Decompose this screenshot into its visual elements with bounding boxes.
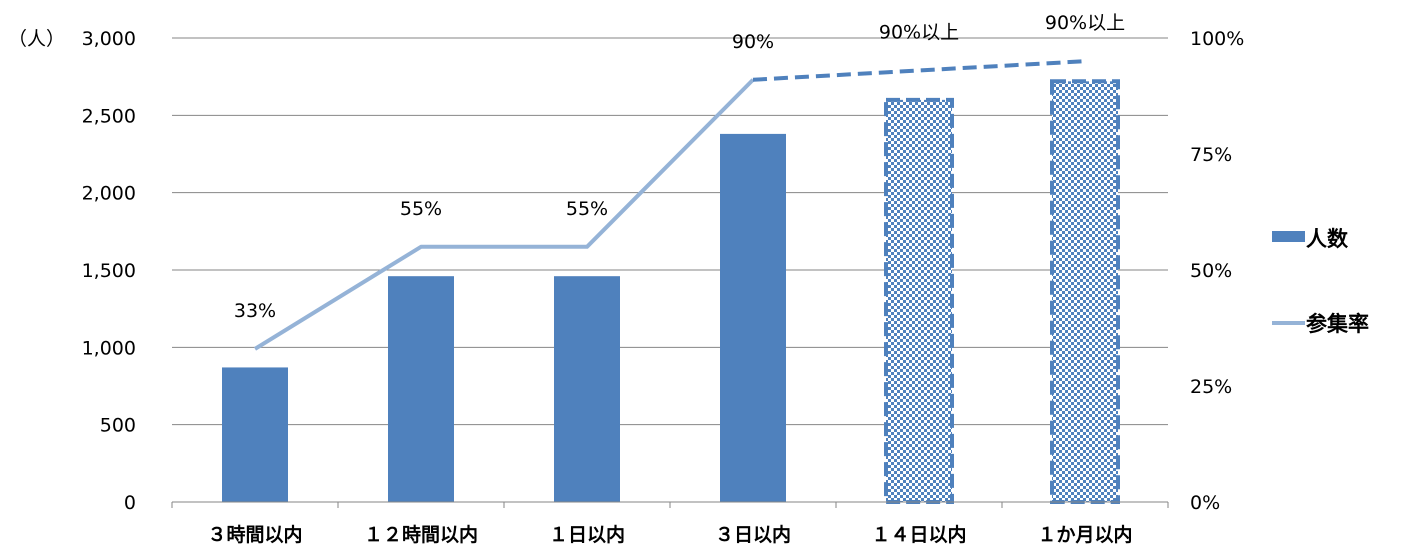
legend: 人数 参集率 <box>1272 227 1369 336</box>
data-label: 90% <box>732 31 774 53</box>
x-category-label: １４日以内 <box>871 523 966 546</box>
bar <box>554 276 620 502</box>
y-left-tick-label: 500 <box>100 415 136 437</box>
x-category-label: １２時間以内 <box>364 523 478 546</box>
x-category-label: ３日以内 <box>715 523 791 546</box>
bar-series <box>222 79 1120 504</box>
y-left-tick-label: 2,000 <box>82 183 136 205</box>
line-series-actual <box>253 78 755 351</box>
data-label: 90%以上 <box>879 21 959 43</box>
y-right-tick-label: 75% <box>1190 144 1232 166</box>
y-left-tick-label: 0 <box>124 492 136 514</box>
y-left-tick-label: 2,500 <box>82 105 136 127</box>
y-left-tick-label: 3,000 <box>82 28 136 50</box>
gridlines <box>172 37 1168 426</box>
bar-estimated <box>884 97 954 504</box>
bar <box>720 133 786 503</box>
legend-swatch-bar <box>1272 231 1305 242</box>
x-category-label: ３時間以内 <box>207 523 302 546</box>
y-right-tick-label: 25% <box>1190 376 1232 398</box>
data-label: 55% <box>400 198 442 220</box>
legend-label-bar: 人数 <box>1306 227 1349 251</box>
y-right-tick-label: 100% <box>1190 28 1244 50</box>
data-label: 90%以上 <box>1045 12 1125 34</box>
y-right-tick-label: 0% <box>1190 492 1220 514</box>
x-category-label: １か月以内 <box>1037 523 1132 546</box>
bar <box>388 276 454 502</box>
data-labels: 33% 55% 55% 90% 90%以上 90%以上 <box>234 12 1125 322</box>
x-category-label: １日以内 <box>549 523 625 546</box>
y-left-tick-label: 1,000 <box>82 337 136 359</box>
line-series-estimated <box>752 59 1086 82</box>
y-left-tick-label: 1,500 <box>82 260 136 282</box>
y-left-unit-label: （人） <box>8 28 65 50</box>
bar-estimated <box>1050 79 1120 504</box>
legend-label-line: 参集率 <box>1306 312 1369 336</box>
data-label: 33% <box>234 300 276 322</box>
axes: 0 500 1,000 1,500 2,000 2,500 3,000 （人） 0% 25% 50%… <box>8 28 1244 546</box>
y-right-tick-label: 50% <box>1190 260 1232 282</box>
line-series <box>253 59 1086 351</box>
data-label: 55% <box>566 198 608 220</box>
bar <box>222 367 288 502</box>
